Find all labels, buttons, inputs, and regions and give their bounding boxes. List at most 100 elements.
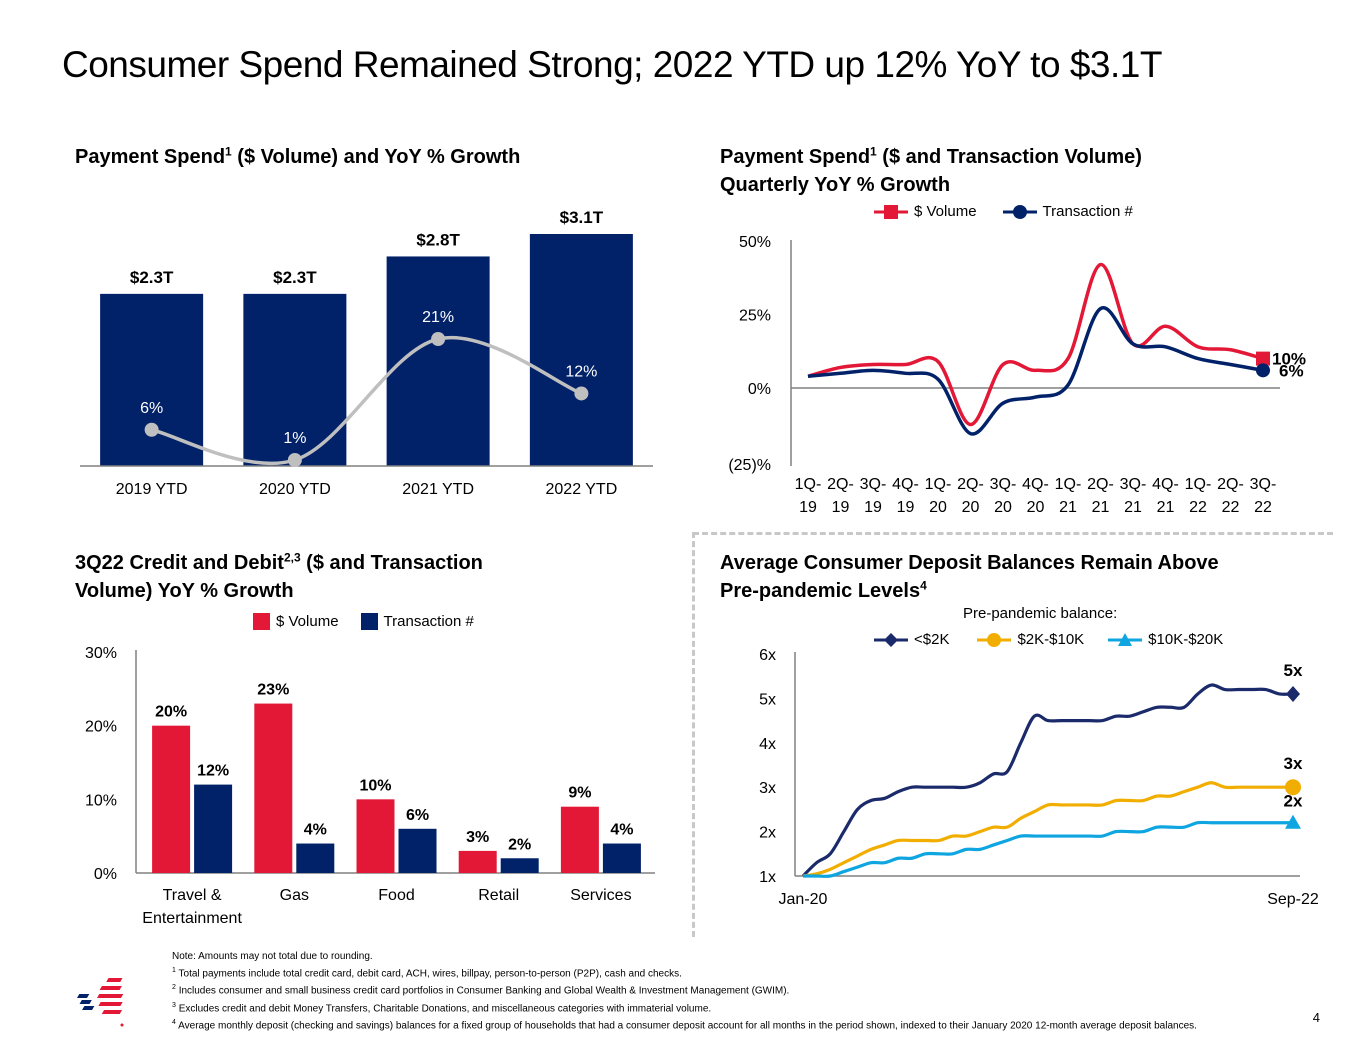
bar-value-label: 23% bbox=[257, 682, 289, 699]
legend-swatch-red-icon bbox=[253, 613, 270, 630]
y-tick-label: 1x bbox=[759, 869, 776, 886]
panel3-title-line2: Volume) YoY % Growth bbox=[75, 580, 294, 602]
end-value-label: 2x bbox=[1284, 792, 1303, 811]
footnote-text: Total payments include total credit card… bbox=[178, 968, 682, 980]
y-tick-label: 6x bbox=[759, 647, 776, 664]
x-tick-label: Travel & bbox=[163, 887, 222, 904]
panel2-title-text: Payment Spend bbox=[720, 146, 871, 168]
footnote-ref: 2,3 bbox=[283, 550, 301, 565]
legend-label: <$2K bbox=[914, 631, 950, 648]
bar-transaction bbox=[500, 858, 539, 873]
footnote-4: 4 Average monthly deposit (checking and … bbox=[172, 1016, 1282, 1033]
divider-vertical bbox=[692, 532, 695, 937]
y-tick-label: 2x bbox=[759, 825, 776, 842]
legend-label: $10K-$20K bbox=[1148, 631, 1224, 648]
footnote-text: Average monthly deposit (checking and sa… bbox=[178, 1020, 1197, 1032]
bar-value-label: 12% bbox=[197, 763, 229, 780]
x-tick-label: 20 bbox=[929, 499, 947, 516]
x-tick-label: 4Q- bbox=[1022, 476, 1049, 493]
x-tick-label: Retail bbox=[478, 887, 519, 904]
footnotes: Note: Amounts may not total due to round… bbox=[172, 950, 1282, 1033]
x-tick-label: 21 bbox=[1059, 499, 1077, 516]
legend-label: $ Volume bbox=[276, 613, 339, 630]
bar-volume bbox=[529, 234, 633, 466]
volume-end-marker bbox=[1256, 351, 1270, 366]
footnote-text: Note: Amounts may not total due to round… bbox=[172, 951, 373, 962]
x-tick-label: 1Q- bbox=[795, 476, 822, 493]
x-tick-label: Services bbox=[570, 887, 631, 904]
growth-label: 21% bbox=[422, 309, 454, 326]
footnote-text: Includes consumer and small business cre… bbox=[178, 985, 790, 997]
legend-square-red-icon bbox=[874, 204, 908, 219]
x-tick-label: 3Q- bbox=[1120, 476, 1147, 493]
panel2-title: Payment Spend1 ($ and Transaction Volume… bbox=[720, 143, 1142, 199]
panel1-title-text: Payment Spend bbox=[75, 146, 226, 168]
x-tick-label: 1Q- bbox=[925, 476, 952, 493]
y-tick-label: 0% bbox=[94, 866, 117, 883]
bar-transaction bbox=[194, 784, 233, 873]
x-tick-label: 2Q- bbox=[1217, 476, 1244, 493]
bar-transaction bbox=[296, 843, 335, 873]
panel4-title: Average Consumer Deposit Balances Remain… bbox=[720, 549, 1219, 605]
bar-value-label: $2.3T bbox=[130, 268, 174, 287]
growth-label: 6% bbox=[140, 400, 163, 417]
y-tick-label: 25% bbox=[739, 308, 771, 325]
divider-horizontal bbox=[693, 532, 1333, 535]
x-tick-label: 20 bbox=[962, 499, 980, 516]
y-tick-label: 3x bbox=[759, 780, 776, 797]
deposit-line bbox=[802, 781, 1293, 878]
growth-point bbox=[144, 422, 159, 437]
bar-value-label: 2% bbox=[508, 836, 531, 853]
x-tick-label: 3Q- bbox=[1250, 476, 1277, 493]
bar-value-label: $2.8T bbox=[416, 230, 460, 249]
bar-transaction bbox=[398, 828, 437, 873]
end-value-label: 5x bbox=[1284, 661, 1303, 680]
panel4-legend-title: Pre-pandemic balance: bbox=[963, 605, 1118, 622]
x-tick-label: 21 bbox=[1157, 499, 1175, 516]
bar-transaction bbox=[602, 843, 641, 873]
panel1-title-rest: ($ Volume) and YoY % Growth bbox=[231, 146, 521, 168]
footnote-3: 3 Excludes credit and debit Money Transf… bbox=[172, 999, 1282, 1016]
panel2-title-line2: Quarterly YoY % Growth bbox=[720, 174, 951, 196]
deposit-line bbox=[801, 683, 1294, 878]
y-tick-label: 0% bbox=[748, 381, 771, 398]
x-tick-label: 3Q- bbox=[990, 476, 1017, 493]
transaction-end-marker bbox=[1256, 363, 1270, 378]
x-tick-label: 19 bbox=[897, 499, 915, 516]
volume-line bbox=[807, 262, 1264, 427]
growth-point bbox=[287, 453, 302, 467]
legend-circle-gold-icon bbox=[977, 632, 1012, 647]
x-tick-label: 20 bbox=[994, 499, 1012, 516]
x-tick-label: 22 bbox=[1222, 499, 1240, 516]
x-start-label: Jan-20 bbox=[779, 891, 828, 908]
footnote-sup: 2 bbox=[172, 984, 176, 992]
bar-volume bbox=[356, 799, 395, 873]
bar-value-label: $3.1T bbox=[560, 208, 604, 227]
y-tick-label: 5x bbox=[759, 691, 776, 708]
bar-value-label: 3% bbox=[466, 829, 489, 846]
panel3-title-text: 3Q22 Credit and Debit bbox=[75, 552, 284, 574]
legend-circle-navy-icon bbox=[1002, 204, 1037, 219]
footnote-sup: 1 bbox=[172, 967, 176, 974]
transaction-line bbox=[807, 306, 1264, 436]
x-tick-label: 4Q- bbox=[1152, 476, 1179, 493]
diamond-end-marker bbox=[1286, 685, 1300, 702]
bank-logo-icon bbox=[76, 978, 124, 1027]
growth-point bbox=[431, 332, 446, 346]
bar-volume bbox=[152, 725, 191, 873]
x-tick-label: 3Q- bbox=[860, 476, 887, 493]
deposit-line bbox=[802, 820, 1293, 878]
y-tick-label: 20% bbox=[85, 719, 117, 736]
category-growth-chart: 30% 20% 10% 0% 20% 12% Travel & Entertainment 23… bbox=[85, 645, 655, 927]
bar-value-label: 4% bbox=[304, 822, 327, 839]
x-end-label: Sep-22 bbox=[1267, 891, 1319, 908]
page-number: 4 bbox=[1312, 1010, 1320, 1025]
triangle-end-marker bbox=[1285, 814, 1301, 829]
footnote-sup: 4 bbox=[172, 1018, 176, 1026]
panel1-title: Payment Spend1 ($ Volume) and YoY % Grow… bbox=[75, 143, 520, 171]
legend-triangle-icon bbox=[1108, 632, 1143, 646]
x-tick-label: 2Q- bbox=[957, 476, 984, 493]
bar-volume bbox=[560, 806, 599, 873]
bar-volume bbox=[100, 293, 204, 466]
x-tick-label: 1Q- bbox=[1055, 476, 1082, 493]
